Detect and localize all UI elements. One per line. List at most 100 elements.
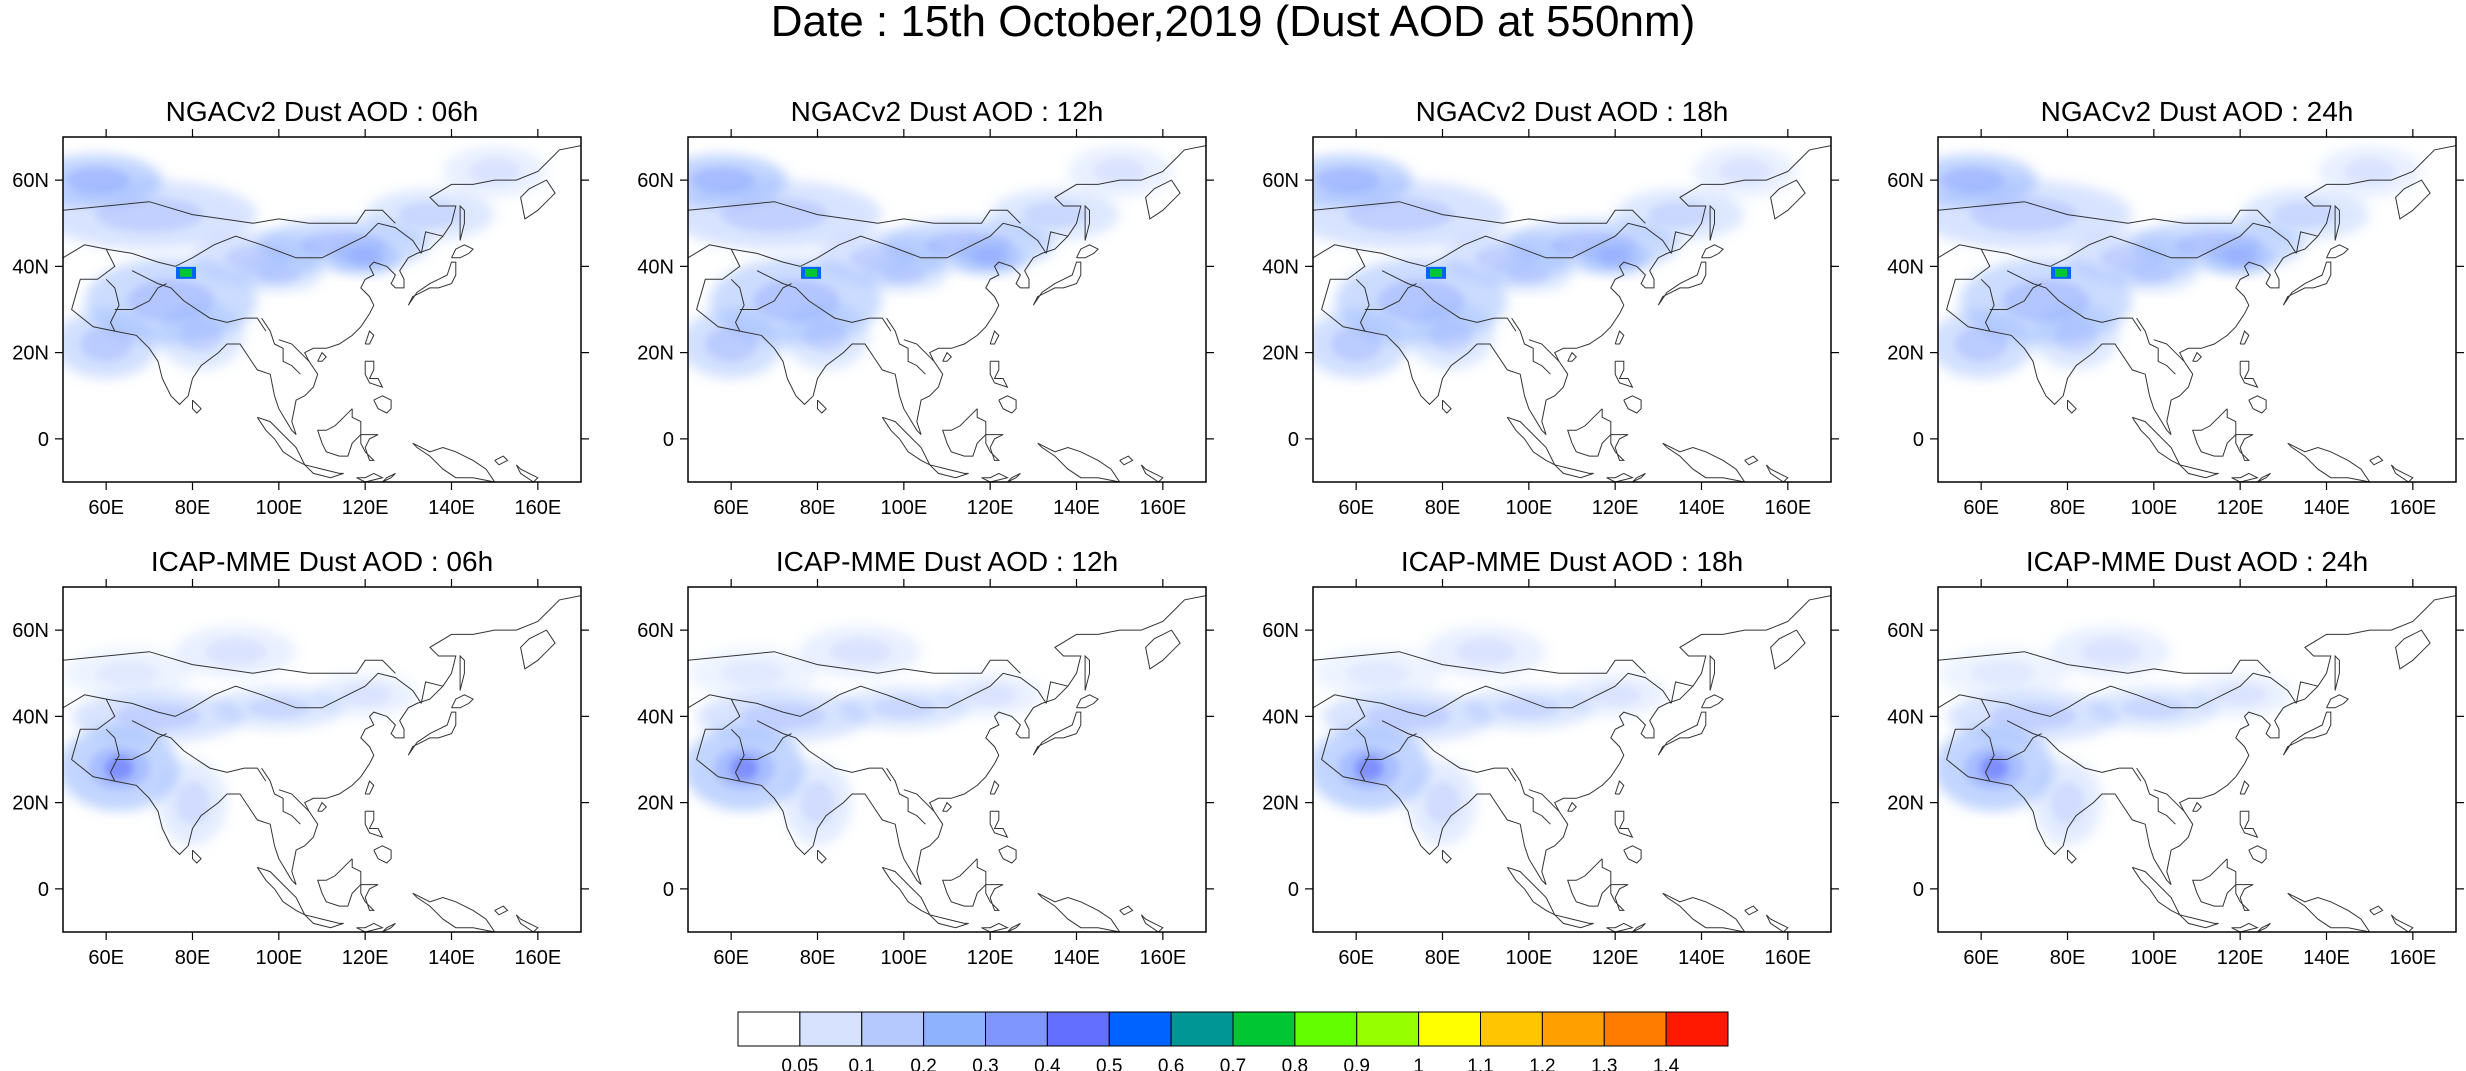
aod-hotspot (1980, 756, 2009, 781)
lon-tick-label: 140E (1053, 497, 1100, 519)
aod-core (882, 266, 926, 284)
coastline (515, 464, 539, 482)
coastline (105, 728, 120, 782)
aod-core (964, 684, 1017, 706)
coastline (1313, 145, 1831, 435)
coastline (373, 845, 392, 864)
lon-tick-label: 60E (713, 497, 749, 519)
coastline (2282, 711, 2332, 756)
coastline (1381, 720, 1517, 782)
colorbar-swatch (1665, 1011, 1729, 1047)
colorbar-label: 1.3 (1591, 1056, 1617, 1071)
aod-core (1364, 703, 1452, 730)
coastline (1662, 442, 1746, 482)
colorbar-label: 1.1 (1467, 1056, 1493, 1071)
coastline (420, 231, 444, 254)
aod-hotspot (105, 756, 134, 781)
coastline (373, 395, 392, 414)
coastline (1511, 317, 1551, 375)
lat-tick-label: 20N (1887, 793, 1924, 815)
lon-tick-label: 120E (967, 947, 1014, 969)
aod-core (1589, 684, 1642, 706)
aod-field (688, 587, 1206, 932)
lat-tick-label: 0 (1288, 429, 1299, 451)
lat-tick-label: 0 (663, 429, 674, 451)
aod-core (257, 266, 301, 284)
coastline (985, 434, 1004, 461)
aod-core (1425, 781, 1460, 825)
aod-core (1345, 660, 1411, 687)
coastline (451, 244, 474, 259)
lon-tick-label: 80E (800, 947, 836, 969)
coastline (688, 201, 1021, 224)
coastline (929, 914, 969, 929)
coastline (903, 789, 935, 812)
coastline (1623, 845, 1642, 864)
coastline (412, 892, 496, 932)
coastline (2131, 866, 2181, 916)
lat-tick-label: 60N (12, 170, 49, 192)
lon-tick-label: 100E (880, 497, 927, 519)
aod-core (1093, 158, 1146, 185)
coastline (1610, 434, 1629, 461)
coastline (1364, 283, 1417, 310)
lat-tick-label: 0 (663, 879, 674, 901)
coastline (1632, 922, 1646, 932)
lon-tick-label: 160E (1139, 947, 1186, 969)
coastline (2369, 455, 2384, 466)
lat-tick-label: 20N (12, 793, 49, 815)
coastline (494, 455, 509, 466)
lon-tick-label: 120E (342, 497, 389, 519)
colorbar-swatch (1170, 1011, 1234, 1047)
coastline (1140, 914, 1164, 932)
map-frame (1937, 586, 2457, 933)
coastline (1355, 278, 1370, 332)
coastline (1567, 408, 1612, 457)
coastline (520, 629, 556, 670)
panel-title: NGACv2 Dust AOD : 18h (1416, 96, 1729, 127)
coastline (1119, 455, 1134, 466)
panel-title: NGACv2 Dust AOD : 24h (2041, 96, 2354, 127)
coastline (2248, 395, 2267, 414)
lon-tick-label: 120E (2217, 947, 2264, 969)
figure-title: Date : 15th October,2019 (Dust AOD at 55… (770, 0, 1696, 46)
colorbar-swatch (1232, 1011, 1296, 1047)
coastline (1528, 339, 1560, 362)
aod-core (871, 696, 937, 719)
coastline (317, 351, 328, 362)
coastline (2287, 442, 2371, 482)
coastline (360, 884, 379, 911)
coastline (2295, 231, 2319, 254)
coastline (1614, 330, 1625, 345)
coastline (2153, 789, 2185, 812)
coastline (942, 858, 987, 907)
coastline (1084, 204, 1090, 241)
aod-core (175, 781, 210, 825)
map-frame (687, 586, 1207, 933)
coastline (261, 317, 301, 375)
lat-tick-label: 40N (637, 256, 674, 278)
coastline (1076, 244, 1099, 259)
aod-hotspot-core (180, 268, 193, 277)
lat-tick-label: 20N (1262, 793, 1299, 815)
colorbar-label: 0.1 (849, 1056, 875, 1071)
coastline (989, 360, 1009, 388)
coastline (1701, 244, 1724, 259)
map-panel: ICAP-MME Dust AOD : 24h 60E 80E 100E 120E 140… (1887, 546, 2464, 969)
coastline (1765, 914, 1789, 932)
coastline (730, 728, 745, 782)
coastline (886, 767, 926, 825)
coastline (106, 672, 422, 717)
map-panel: ICAP-MME Dust AOD : 06h 60E 80E 100E 120E 140… (12, 546, 589, 969)
coastline (407, 711, 457, 756)
coastline (1709, 654, 1715, 691)
coastline (756, 720, 892, 782)
coastline (1938, 201, 2271, 224)
coastline (1145, 629, 1181, 670)
coastline (192, 849, 202, 864)
aod-core (720, 197, 829, 232)
coastline (278, 789, 310, 812)
coastline (1355, 728, 1370, 782)
aod-core (1455, 638, 1516, 665)
lat-tick-label: 0 (1288, 879, 1299, 901)
